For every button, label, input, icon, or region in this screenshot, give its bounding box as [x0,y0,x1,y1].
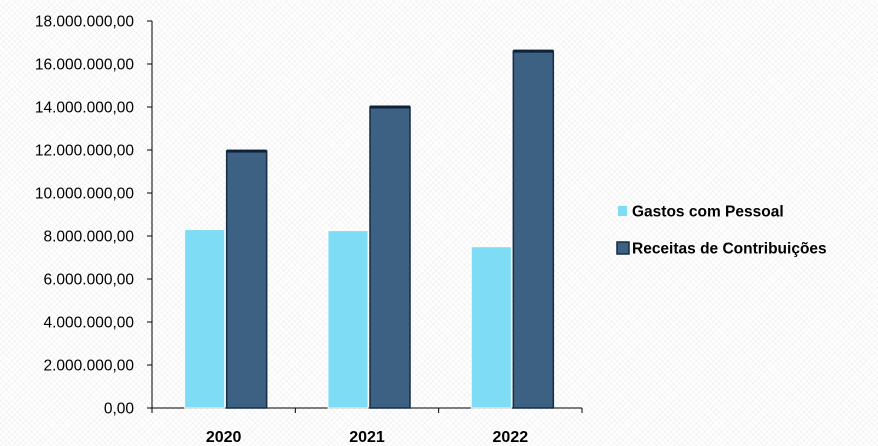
legend-label: Receitas de Contribuições [632,241,827,258]
bar-highlight [470,246,512,409]
y-tick-label: 18.000.000,00 [35,14,135,31]
legend-swatch-gastos [618,206,627,216]
bar-top-cap [513,49,554,53]
bar-gastos-com-pessoal [328,230,368,408]
y-tick-label: 0,00 [104,401,135,418]
bar-highlight [184,229,226,409]
y-tick-label: 8.000.000,00 [43,229,134,246]
y-tick-label: 4.000.000,00 [43,315,134,332]
x-category-label: 2021 [349,429,385,446]
y-tick-label: 16.000.000,00 [35,57,135,74]
bar-top-cap [370,105,410,109]
y-tick-label: 12.000.000,00 [35,143,135,160]
y-tick-label: 14.000.000,00 [35,100,135,117]
bar-gastos-com-pessoal [184,229,225,408]
bar-receitas-de-contribuicoes [225,150,268,409]
x-category-label: 2020 [206,429,242,446]
y-tick-label: 2.000.000,00 [43,358,134,375]
bar-receitas-de-contribuicoes [512,50,555,409]
y-tick-label: 6.000.000,00 [43,272,134,289]
legend: Gastos com Pessoal Receitas de Contribuiç… [616,204,827,258]
bar-gastos-com-pessoal [471,246,512,408]
bar-highlight [327,230,369,409]
legend-label: Gastos com Pessoal [632,204,784,221]
bar-top-cap [226,149,267,153]
bar-receitas-de-contribuicoes [369,106,411,409]
y-tick-label: 10.000.000,00 [35,186,135,203]
plot-area: 0,00 2.000.000,00 4.000.000,00 6.000.000,00… [35,14,583,446]
legend-swatch-receitas [616,241,630,255]
x-category-label: 2022 [493,429,529,446]
